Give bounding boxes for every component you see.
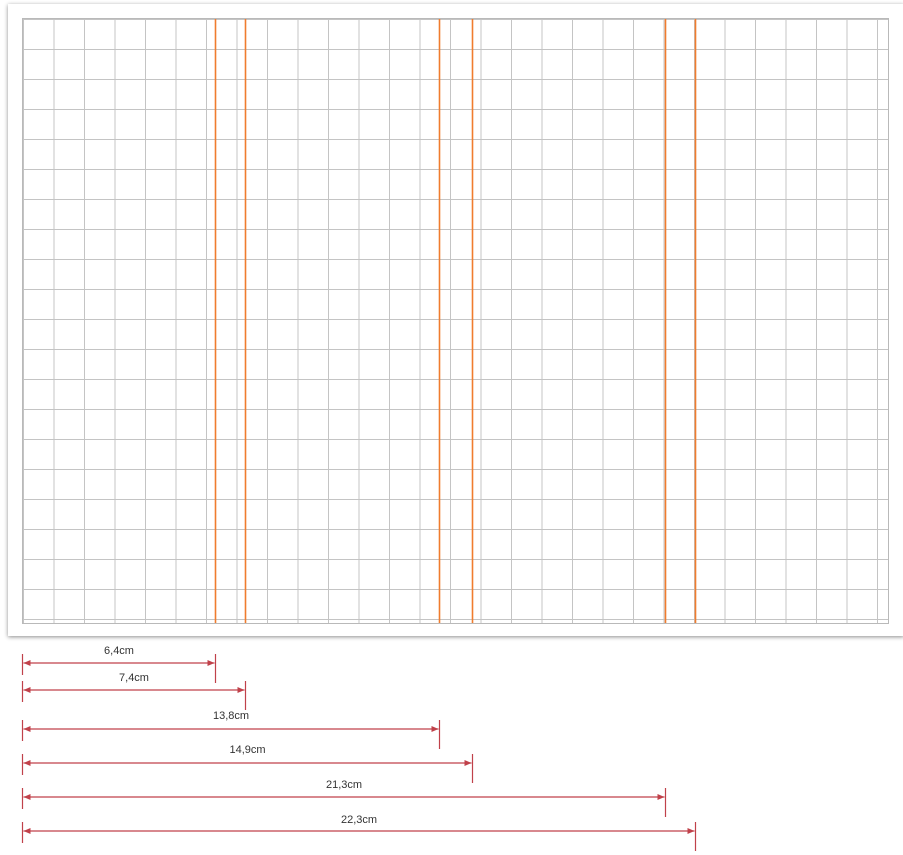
dimension-arrow-left: [23, 828, 31, 834]
dimension-arrow-right: [207, 660, 215, 666]
dimension-arrow-left: [23, 687, 31, 693]
dimension-label: 7,4cm: [119, 672, 149, 684]
dotted-grid: [22, 18, 889, 624]
dimension-arrow-right: [464, 760, 472, 766]
dimension-label: 22,3cm: [341, 814, 377, 826]
dimension-label: 14,9cm: [229, 744, 265, 756]
dimension-4: 14,9cm: [21, 744, 474, 783]
dimension-3: 13,8cm: [21, 710, 441, 749]
dimension-5: 21,3cm: [21, 779, 667, 817]
dimension-arrow-left: [23, 660, 31, 666]
dimension-label: 6,4cm: [104, 645, 134, 657]
dimension-2: 7,4cm: [21, 672, 247, 710]
dimension-arrow-left: [23, 760, 31, 766]
dimension-6: 22,3cm: [21, 814, 697, 851]
dimension-arrow-right: [237, 687, 245, 693]
dimension-label: 21,3cm: [326, 779, 362, 791]
dimension-arrow-left: [23, 794, 31, 800]
dimension-arrow-right: [657, 794, 665, 800]
dimension-arrow-left: [23, 726, 31, 732]
dimension-arrow-right: [431, 726, 439, 732]
dimension-1: 6,4cm: [21, 645, 217, 683]
dimension-arrow-right: [687, 828, 695, 834]
dimension-label: 13,8cm: [213, 710, 249, 722]
